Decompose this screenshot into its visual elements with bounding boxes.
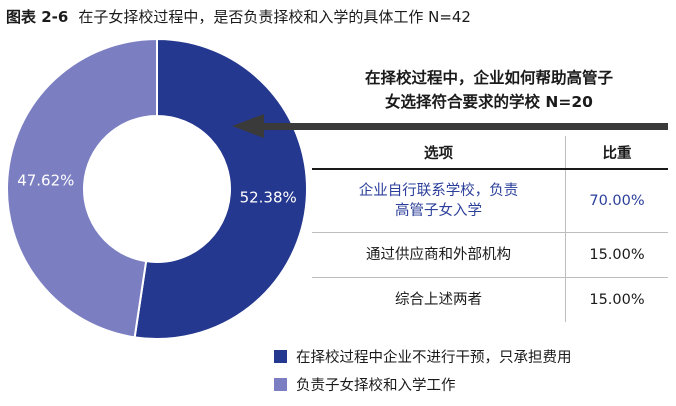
option-line: 高管子女入学	[395, 203, 482, 219]
slice-value-label: 52.38%	[240, 188, 297, 206]
figure-title: 图表 2-6 在子女择校过程中，是否负责择校和入学的具体工作 N=42	[6, 6, 471, 27]
option-line: 企业自行联系学校，负责	[358, 183, 519, 199]
legend-swatch	[274, 378, 287, 391]
table-row: 通过供应商和外部机构 15.00%	[312, 232, 668, 278]
callout-arrow-head	[232, 114, 264, 138]
column-header-share: 比重	[565, 136, 668, 170]
pie-slice	[6, 37, 158, 339]
share-cell: 70.00%	[565, 169, 668, 233]
column-header-option: 选项	[312, 136, 566, 170]
callout-title: 在择校过程中，企业如何帮助高管子 女选择符合要求的学校 N=20	[310, 66, 668, 114]
legend-label: 负责子女择校和入学工作	[296, 378, 456, 394]
callout-title-line2: 女选择符合要求的学校 N=20	[385, 93, 593, 111]
option-cell: 综合上述两者	[395, 292, 482, 308]
legend-item: 负责子女择校和入学工作	[274, 374, 456, 395]
recommendation-table: 选项 比重 企业自行联系学校，负责 高管子女入学 70.00% 通过供应商和外部…	[312, 136, 668, 322]
option-cell: 企业自行联系学校，负责 高管子女入学	[312, 169, 566, 233]
legend-swatch	[274, 350, 287, 363]
option-cell: 通过供应商和外部机构	[312, 232, 566, 278]
donut-chart: 52.38% 47.62%	[6, 37, 308, 340]
legend-label: 在择校过程中企业不进行干预，只承担费用	[296, 350, 572, 366]
table-row: 综合上述两者 15.00%	[312, 277, 668, 322]
callout-arrow-line	[262, 123, 668, 130]
table-row: 企业自行联系学校，负责 高管子女入学 70.00%	[312, 169, 668, 233]
callout-title-line1: 在择校过程中，企业如何帮助高管子	[364, 69, 613, 87]
figure-title-text: 在子女择校过程中，是否负责择校和入学的具体工作 N=42	[78, 8, 471, 26]
figure-number: 图表 2-6	[6, 8, 69, 26]
pie-slice	[133, 37, 308, 340]
slice-value-label: 47.62%	[17, 172, 74, 190]
share-cell: 15.00%	[565, 232, 668, 278]
share-cell: 15.00%	[565, 277, 668, 322]
legend-item: 在择校过程中企业不进行干预，只承担费用	[274, 346, 572, 367]
